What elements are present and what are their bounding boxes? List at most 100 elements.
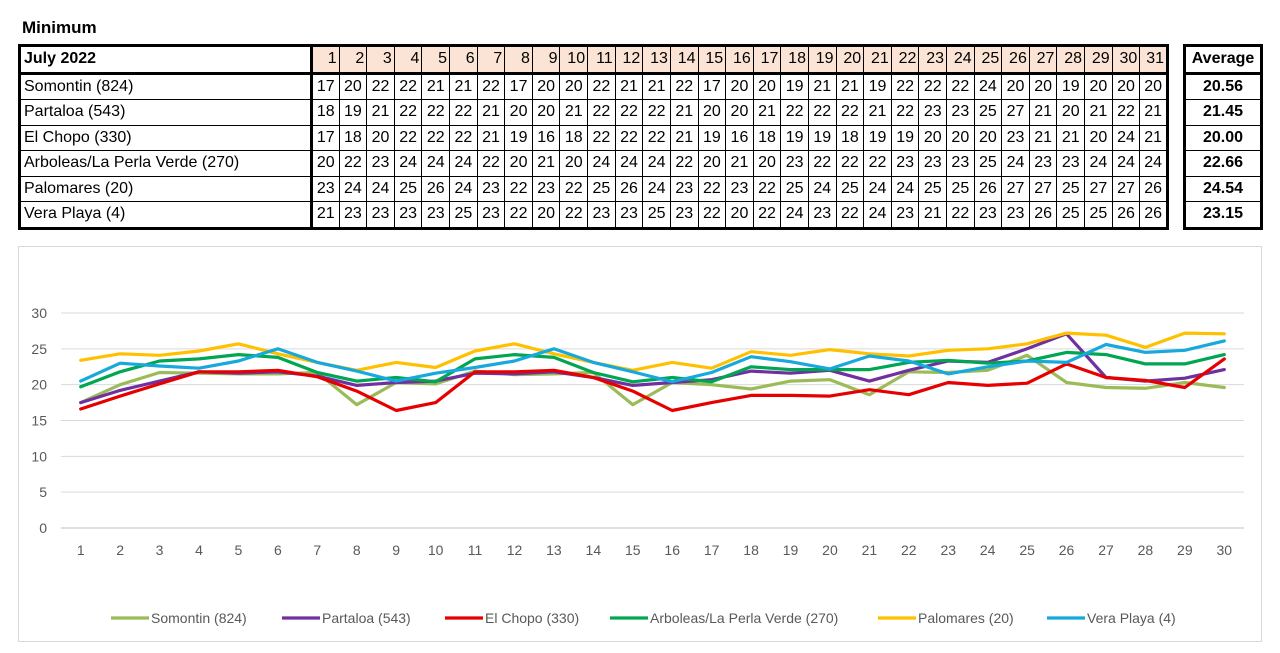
x-tick-label: 20 xyxy=(822,542,838,558)
average-value: 23.15 xyxy=(1184,201,1262,229)
table-cell: 21 xyxy=(559,99,589,126)
day-header: 15 xyxy=(697,45,727,75)
table-cell: 21 xyxy=(476,124,506,151)
x-tick-label: 11 xyxy=(468,542,483,558)
table-cell: 22 xyxy=(614,124,644,151)
x-tick-label: 18 xyxy=(743,542,759,558)
table-cell: 22 xyxy=(504,201,533,229)
table-cell: 19 xyxy=(890,124,920,151)
table-cell: 22 xyxy=(449,99,478,126)
table-cell: 27 xyxy=(1111,175,1141,202)
table-cell: 23 xyxy=(725,175,754,202)
legend-label: Partaloa (543) xyxy=(322,610,411,626)
y-tick-label: 25 xyxy=(31,341,47,357)
table-cell: 20 xyxy=(338,72,368,100)
table-cell: 22 xyxy=(559,201,589,229)
table-cell: 20 xyxy=(1139,72,1168,100)
table-cell: 22 xyxy=(697,175,727,202)
table-cell: 23 xyxy=(780,150,809,177)
x-tick-label: 24 xyxy=(980,542,996,558)
table-cell: 22 xyxy=(393,124,423,151)
table-cell: 23 xyxy=(807,201,837,229)
table-cell: 22 xyxy=(918,72,948,100)
table-cell: 24 xyxy=(421,150,451,177)
table-cell: 21 xyxy=(531,150,561,177)
table-cell: 22 xyxy=(1111,99,1141,126)
table-cell: 22 xyxy=(807,150,837,177)
table-header-row: July 2022 1 2 3 4 5 6 7 8 9 10 11 12 13 14 15 16 17 18 19 20… xyxy=(19,45,1168,75)
table-cell: 21 xyxy=(1084,99,1113,126)
table-cell: 21 xyxy=(476,99,506,126)
table-cell: 17 xyxy=(697,72,727,100)
table-cell: 24 xyxy=(807,175,837,202)
table-cell: 19 xyxy=(863,124,892,151)
day-header: 9 xyxy=(531,45,561,75)
table-cell: 25 xyxy=(587,175,616,202)
y-tick-label: 30 xyxy=(31,305,47,321)
day-header: 29 xyxy=(1084,45,1113,75)
table-cell: 18 xyxy=(338,124,368,151)
table-cell: 22 xyxy=(890,72,920,100)
table-cell: 25 xyxy=(946,175,975,202)
table-cell: 27 xyxy=(1001,175,1030,202)
table-cell: 20 xyxy=(725,201,754,229)
table-cell: 16 xyxy=(531,124,561,151)
table-cell: 20 xyxy=(725,99,754,126)
table-cell: 22 xyxy=(587,99,616,126)
table-cell: 23 xyxy=(669,175,699,202)
table-cell: 23 xyxy=(311,175,340,202)
y-tick-label: 20 xyxy=(31,377,47,393)
table-cell: 20 xyxy=(1028,72,1058,100)
x-tick-label: 7 xyxy=(313,542,321,558)
average-value: 21.45 xyxy=(1184,99,1262,126)
average-value: 20.56 xyxy=(1184,72,1262,100)
table-cell: 25 xyxy=(393,175,423,202)
table-cell: 23 xyxy=(614,201,644,229)
table-cell: 21 xyxy=(1028,99,1058,126)
table-cell: 17 xyxy=(311,124,340,151)
table-cell: 24 xyxy=(1084,150,1113,177)
table-cell: 23 xyxy=(973,201,1003,229)
table-cell: 23 xyxy=(890,150,920,177)
table-cell: 21 xyxy=(752,99,782,126)
table-cell: 24 xyxy=(642,175,671,202)
table-cell: 23 xyxy=(531,175,561,202)
day-header: 23 xyxy=(918,45,948,75)
day-header: 25 xyxy=(973,45,1003,75)
table-cell: 23 xyxy=(338,201,368,229)
table-cell: 19 xyxy=(504,124,533,151)
day-header: 27 xyxy=(1028,45,1058,75)
table-cell: 22 xyxy=(421,99,451,126)
table-cell: 20 xyxy=(752,72,782,100)
table-cell: 23 xyxy=(1028,150,1058,177)
table-cell: 23 xyxy=(669,201,699,229)
y-tick-label: 0 xyxy=(39,520,47,536)
day-header: 28 xyxy=(1056,45,1086,75)
table-cell: 25 xyxy=(642,201,671,229)
table-cell: 20 xyxy=(311,150,340,177)
table-cell: 22 xyxy=(890,99,920,126)
table-cell: 20 xyxy=(559,150,589,177)
table-cell: 26 xyxy=(973,175,1003,202)
table-cell: 24 xyxy=(366,175,395,202)
table-cell: 26 xyxy=(1139,201,1168,229)
station-name: Somontin (824) xyxy=(19,72,313,100)
table-cell: 22 xyxy=(780,99,809,126)
x-tick-label: 14 xyxy=(586,542,602,558)
series-line-3 xyxy=(79,350,1226,389)
table-cell: 20 xyxy=(697,150,727,177)
x-tick-label: 5 xyxy=(235,542,243,558)
average-value: 22.66 xyxy=(1184,150,1262,177)
x-tick-label: 30 xyxy=(1216,542,1232,558)
table-cell: 25 xyxy=(1056,201,1086,229)
table-cell: 23 xyxy=(890,201,920,229)
day-header: 19 xyxy=(807,45,837,75)
series-line-2 xyxy=(79,357,1226,413)
x-tick-label: 12 xyxy=(507,542,523,558)
day-header: 14 xyxy=(669,45,699,75)
table-cell: 22 xyxy=(642,99,671,126)
table-cell: 21 xyxy=(725,150,754,177)
legend-label: Vera Playa (4) xyxy=(1087,610,1176,626)
legend-label: Palomares (20) xyxy=(918,610,1014,626)
month-label: July 2022 xyxy=(19,45,313,75)
